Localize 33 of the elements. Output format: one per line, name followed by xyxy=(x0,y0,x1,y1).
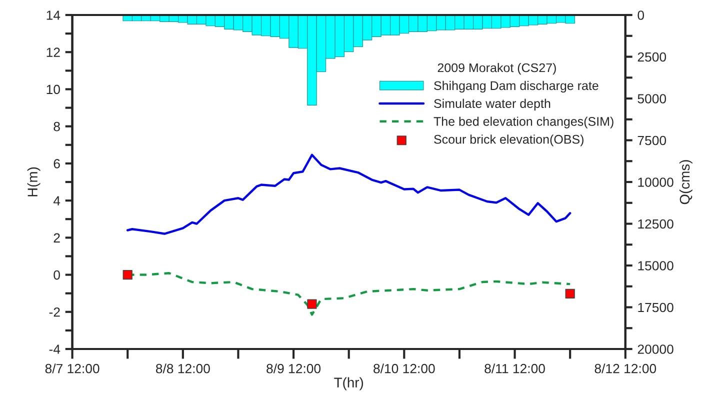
y2-tick-label: 2500 xyxy=(638,52,666,62)
y-tick-label: -4 xyxy=(49,344,60,354)
y2-tick-label: 10000 xyxy=(638,178,674,187)
y-tick-label: 4 xyxy=(53,196,60,206)
y2-tick-label: 17500 xyxy=(638,302,674,312)
y-tick-label: 14 xyxy=(46,10,60,20)
legend-label: Scour brick elevation(OBS) xyxy=(434,134,584,146)
y2-tick-label: 7500 xyxy=(638,136,666,146)
y-axis-title: H(m) xyxy=(27,167,40,196)
x-tick-label: 8/8 12:00 xyxy=(156,364,210,374)
x-tick-label: 8/12 12:00 xyxy=(594,364,656,374)
y-tick-label: 6 xyxy=(54,159,60,168)
x-tick-label: 8/7 12:00 xyxy=(45,364,100,374)
legend-label: Shihgang Dam discharge rate xyxy=(434,80,598,93)
y-tick-label: 10 xyxy=(46,84,60,94)
y-tick-label: 12 xyxy=(46,48,60,57)
x-tick-label: 8/10 12:00 xyxy=(374,364,435,374)
y-tick-label: -2 xyxy=(49,307,60,317)
y-tick-label: 0 xyxy=(54,270,60,280)
y2-tick-label: 5000 xyxy=(638,94,666,104)
y2-axis-title: Q(cms) xyxy=(679,160,692,204)
y2-tick-label: 12500 xyxy=(638,219,674,229)
y2-tick-label: 0 xyxy=(638,10,644,20)
x-tick-label: 8/9 12:00 xyxy=(266,364,321,374)
y-tick-label: 2 xyxy=(54,233,60,242)
y-tick-label: 8 xyxy=(54,122,60,132)
y2-tick-label: 20000 xyxy=(638,344,674,354)
y2-tick-label: 15000 xyxy=(638,261,674,270)
x-axis-title: T(hr) xyxy=(334,377,364,390)
legend-label: Simulate water depth xyxy=(434,98,550,110)
x-tick-label: 8/11 12:00 xyxy=(484,364,545,374)
legend-title: 2009 Morakot (CS27) xyxy=(438,62,556,75)
legend-label: The bed elevation changes(SIM) xyxy=(434,116,614,128)
